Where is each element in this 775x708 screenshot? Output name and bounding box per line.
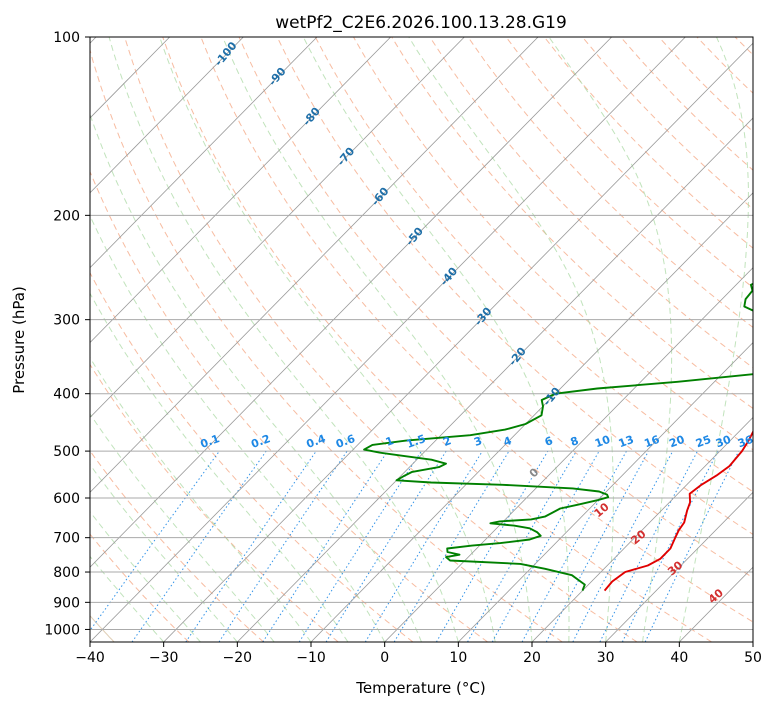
moist-adiabat-line [90,112,422,642]
y-tick-label: 300 [53,313,80,329]
isotherm-line [605,491,753,642]
isotherm-line [90,37,686,642]
x-tick-label: −30 [149,650,179,666]
mixing-ratio-label: 8 [569,434,581,449]
isotherm-line [310,192,753,642]
x-tick-label: −40 [75,650,105,666]
mixing-ratio-label: 3 [472,434,484,449]
mixing-ratio-label: 36 [736,433,755,451]
moist-adiabat-line [222,37,533,642]
moist-adiabat-line [90,510,201,642]
mixing-ratio-label: 16 [643,433,662,451]
mixing-ratio-label: 4 [502,434,514,449]
mixing-ratio-line [364,450,483,642]
x-tick-label: 0 [380,650,389,666]
mixing-ratio-label: 0.1 [199,432,222,451]
dry-adiabat-line [314,37,753,493]
moist-adiabat-line [90,555,165,642]
mixing-ratio-label: 6 [543,434,555,449]
moist-adiabat-line [408,37,614,642]
moist-adiabat-line [678,37,749,642]
mixing-ratio-line [599,450,698,642]
mixing-ratio-label: 30 [714,433,733,451]
moist-adiabat-line [159,37,496,642]
mixing-ratio-label: 1.5 [405,432,428,451]
isotherm-line [90,37,465,418]
x-tick-label: 50 [744,650,762,666]
y-tick-label: 700 [53,531,80,547]
y-tick-label: 400 [53,387,80,403]
dry-adiabat-line [90,449,264,642]
mixing-ratio-line [521,450,627,642]
y-tick-label: 200 [53,208,80,224]
mixing-ratio-line [90,450,220,632]
y-tick-label: 800 [53,565,80,581]
background-guide-lines [90,37,753,642]
temperature-profile-line [603,429,753,592]
mixing-ratio-label: 13 [617,433,636,450]
dry-adiabat-line [162,37,712,642]
mixing-ratio-label: 25 [694,433,713,450]
mixing-ratio-label: 2 [441,434,453,449]
mixing-ratio-label: 10 [593,433,612,451]
moist-adiabat-line [90,356,312,642]
isotherm-line [90,37,612,568]
isotherm-line [90,37,318,269]
isotherm-line [531,416,753,642]
moist-adiabat-line [90,292,349,642]
plot-frame [89,36,754,643]
mixing-ratio-label: 20 [668,433,687,451]
isotherm-line [90,37,391,344]
y-tick-label: 1000 [44,622,80,638]
dry-adiabat-line [90,170,488,642]
mixing-ratio-label: 0.2 [249,432,272,451]
isotherm-line [384,267,753,642]
x-tick-label: 20 [523,650,541,666]
dewpoint-profile-line [363,282,753,591]
dry-adiabat-line [429,37,753,369]
dry-adiabat-line [238,37,753,579]
mixing-ratio-line [185,450,317,642]
dry-adiabat-line [353,37,753,451]
isotherm-line [458,341,753,642]
isotherm-line [163,42,753,642]
isotherm-line [90,37,244,194]
x-tick-label: −10 [296,650,326,666]
mixing-ratio-label: 1 [384,434,396,449]
isotherm-line [237,117,753,642]
y-tick-label: 600 [53,491,80,507]
dry-adiabat-line [200,37,753,623]
mixing-ratio-line [621,450,719,642]
axis-ticks: −40 −30 −20 −10 0 10 20 30 40 50 1000 900 800 700 600 5… [44,30,762,666]
y-tick-label: 100 [53,30,80,46]
x-axis-title: Temperature (°C) [355,679,485,697]
mixing-ratio-label: 0.4 [305,432,328,451]
y-tick-label: 500 [53,444,80,460]
x-tick-label: −20 [223,650,253,666]
dry-adiabat-line [124,37,638,642]
x-tick-label: 10 [449,650,467,666]
y-tick-label: 900 [53,595,80,611]
dry-adiabat-line [391,37,753,410]
sounding-lines [363,282,753,592]
mixing-ratio-line [218,450,348,642]
mixing-ratio-line [262,450,389,642]
chart-title: wetPf2_C2E6.2026.100.13.28.G19 [275,13,567,33]
mixing-ratio-label: 0.6 [334,432,357,451]
moist-adiabat-line [548,37,673,642]
y-axis-title: Pressure (hPa) [10,286,28,394]
mixing-ratio-line [545,450,650,642]
x-tick-label: 40 [670,650,688,666]
isotherm-line [90,37,539,493]
dry-adiabat-line [90,48,563,642]
dry-adiabat-line [90,363,339,642]
x-tick-label: 30 [597,650,615,666]
dry-adiabat-line [467,37,753,329]
mixing-ratio-line [298,450,422,642]
mixing-ratio-line [644,450,740,642]
